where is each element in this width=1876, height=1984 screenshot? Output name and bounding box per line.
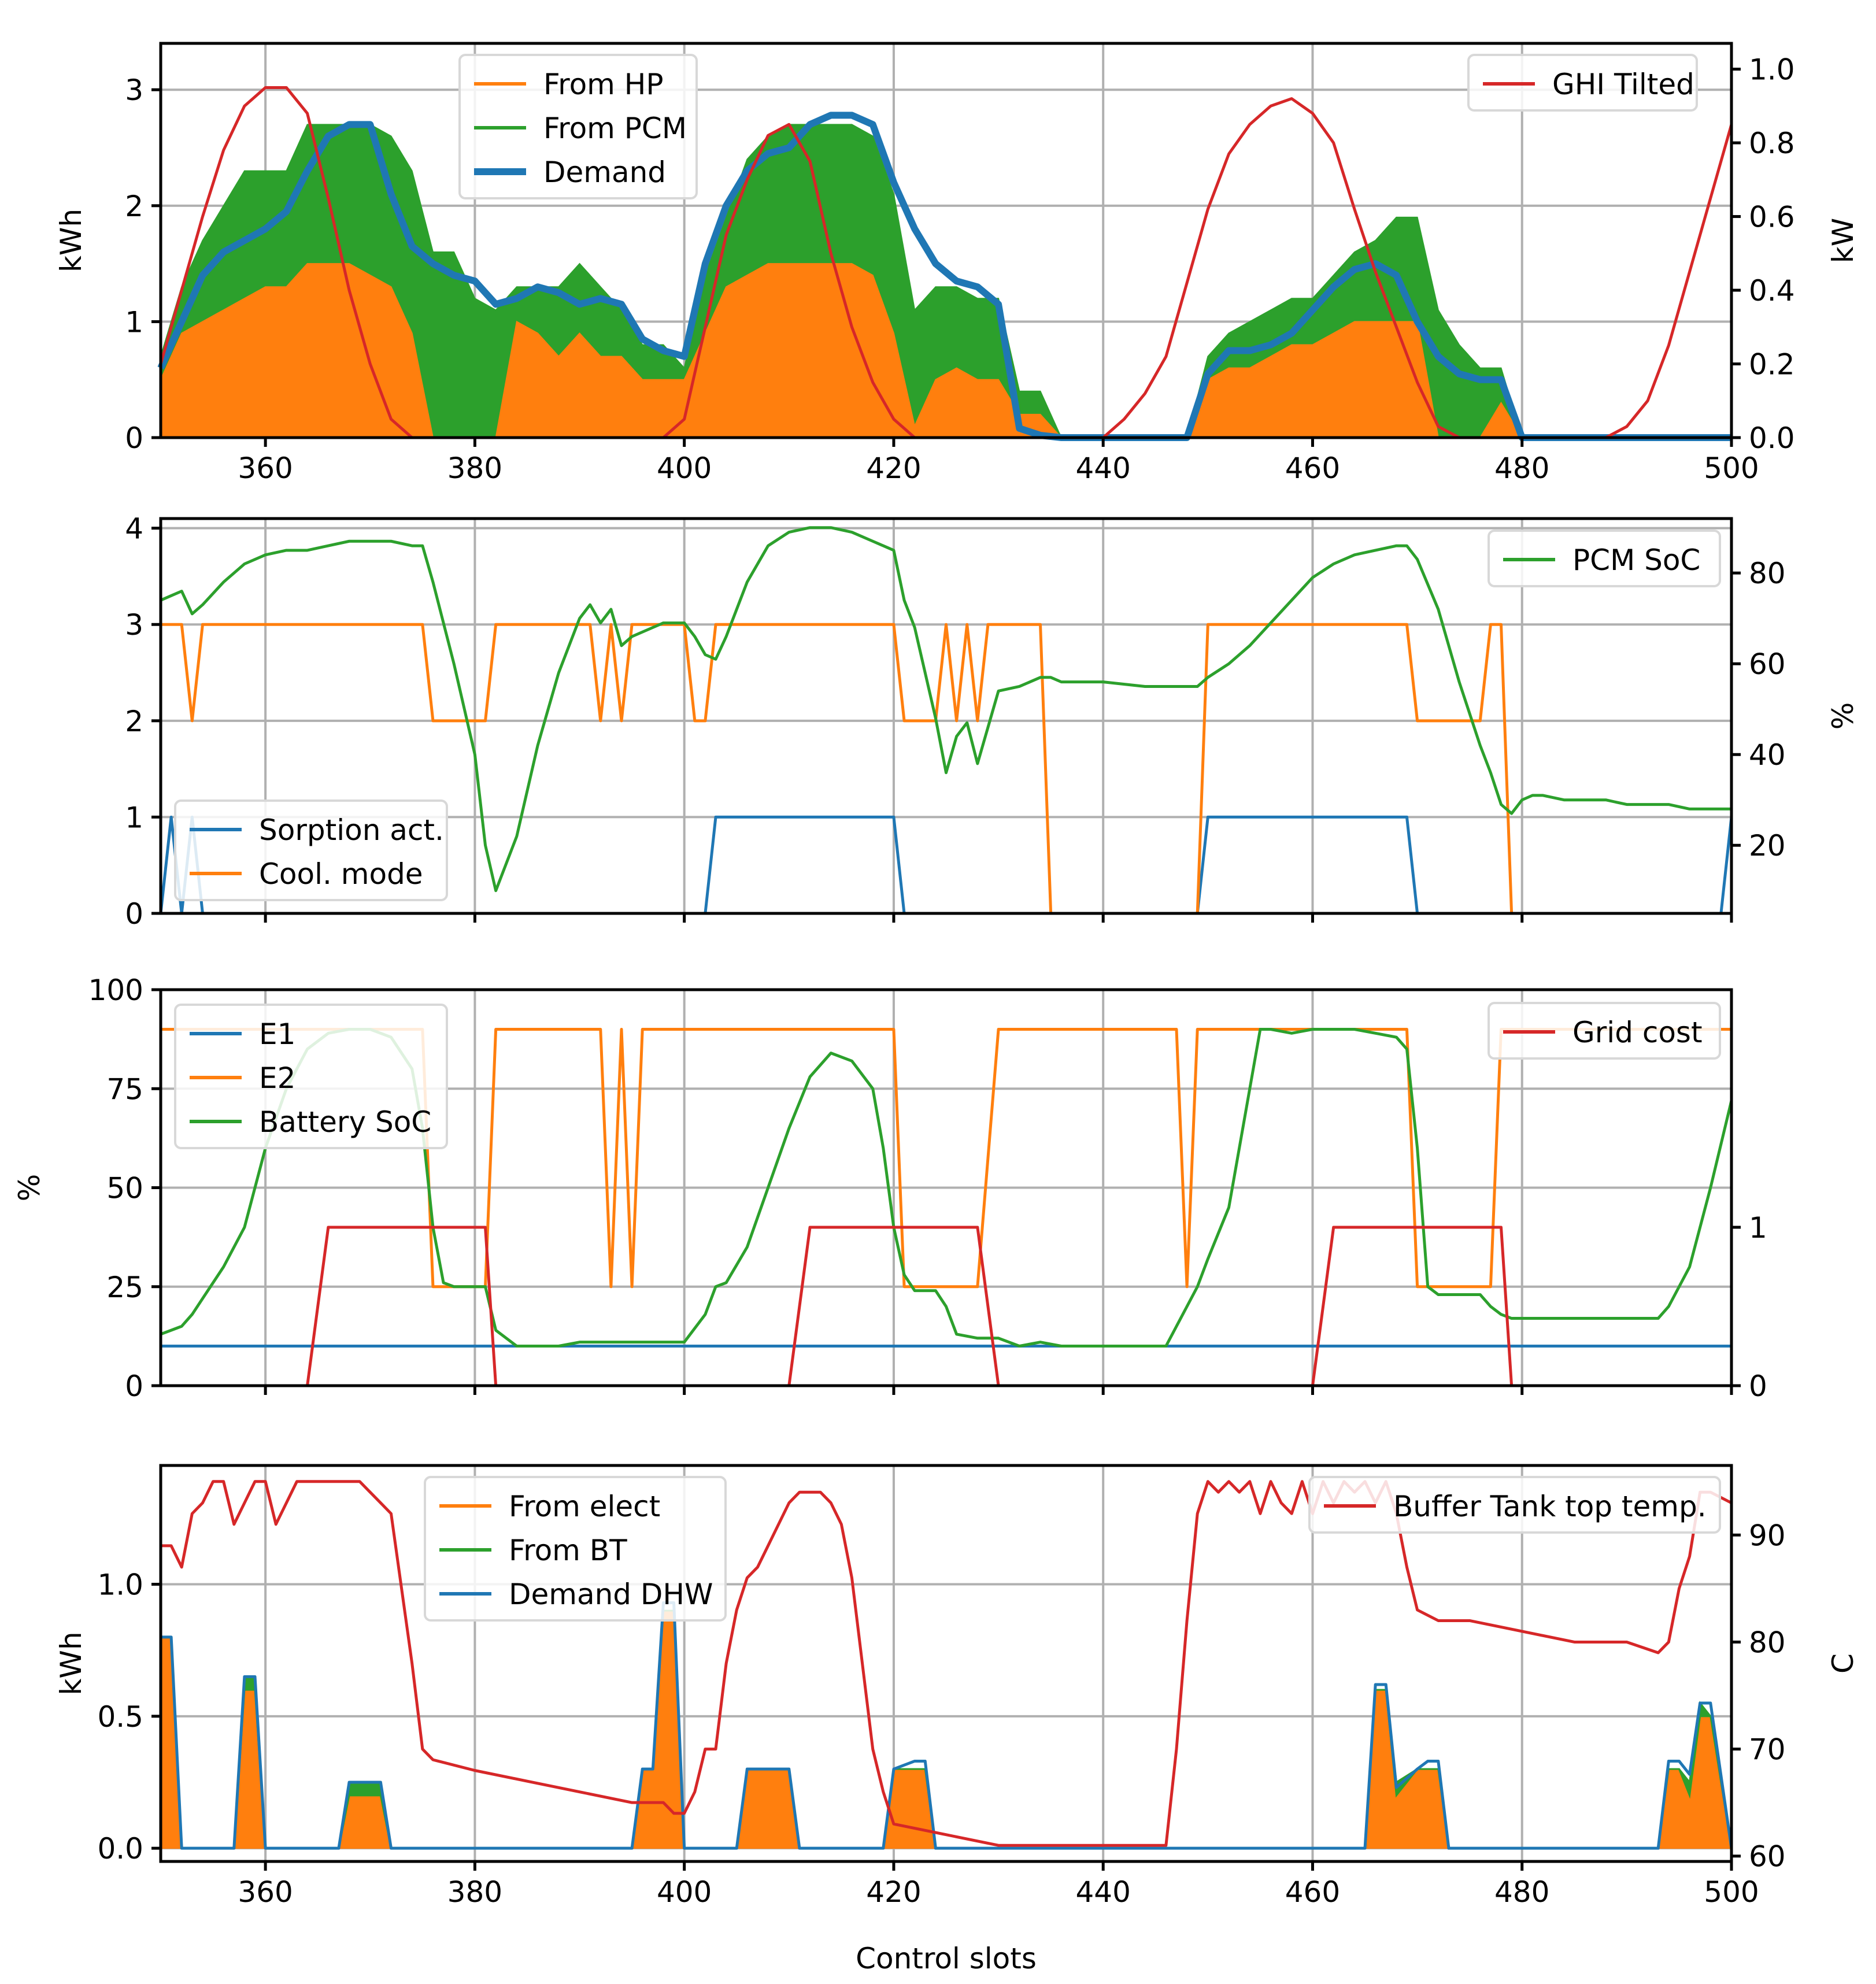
x-tick-label: 460 — [1285, 1875, 1340, 1909]
cool-mode-line — [161, 623, 1731, 915]
y-tick-label: 25 — [106, 1271, 143, 1304]
y-right-tick-label: 60 — [1749, 647, 1786, 681]
legend-label-from-bt: From BT — [509, 1534, 627, 1567]
y-tick-label: 1 — [125, 305, 143, 339]
y-tick-label: 2 — [125, 190, 143, 223]
legend-left-box — [174, 1004, 448, 1149]
y-tick-label: 4 — [125, 512, 143, 546]
from-bt-area — [161, 1609, 1733, 1849]
panel-second: 0 1 2 3 4 20 40 60 80% Sorption act. Cool. mode PCM… — [125, 512, 1860, 931]
x-tick-label: 360 — [238, 451, 293, 485]
y-axis-label: kWh — [54, 1631, 88, 1695]
plot-frame — [159, 517, 1733, 915]
legend-label-ghi-tilted: GHI Tilted — [1552, 68, 1694, 101]
legend-label-from-pcm: From PCM — [543, 112, 687, 145]
x-tick-label: 420 — [866, 1875, 921, 1909]
legend-right-box — [1467, 54, 1698, 112]
legend-label-cool-mode: Cool. mode — [259, 857, 423, 891]
x-tick-label: 440 — [1075, 1875, 1130, 1909]
legend-label-e1: E1 — [259, 1017, 295, 1051]
y-right-tick-label: 0.6 — [1749, 201, 1795, 234]
legend-label-demand: Demand — [543, 156, 666, 189]
y-right-tick-label: 0.8 — [1749, 127, 1795, 160]
y-tick-label: 100 — [88, 974, 143, 1007]
y-right-tick-label: 70 — [1749, 1733, 1786, 1767]
y-right-tick-label: 80 — [1749, 1626, 1786, 1659]
x-tick-label: 360 — [238, 1875, 293, 1909]
x-tick-label: 460 — [1285, 451, 1340, 485]
y-right-axis-label: % — [1826, 702, 1860, 730]
legend-right-box — [1488, 1002, 1721, 1060]
x-tick-label: 480 — [1494, 1875, 1549, 1909]
buffer-tank-top-temp-line — [161, 1480, 1733, 1847]
x-tick-label: 440 — [1075, 451, 1130, 485]
y-right-tick-label: 1.0 — [1749, 53, 1795, 87]
y-tick-label: 1.0 — [97, 1568, 143, 1602]
panel-third: 0 25 50 75 100 0 1% E1 E2 Battery SoC Grid cost — [13, 974, 1767, 1403]
y-tick-label: 75 — [106, 1072, 143, 1106]
x-tick-label: 500 — [1704, 451, 1759, 485]
legend-label-pcm-soc: PCM SoC — [1572, 543, 1700, 577]
y-tick-label: 2 — [125, 705, 143, 738]
x-tick-label: 380 — [447, 451, 502, 485]
legend-label-from-hp: From HP — [543, 68, 664, 101]
y-tick-label: 3 — [125, 73, 143, 107]
y-tick-label: 0.0 — [97, 1832, 143, 1865]
y-right-axis-label: kW — [1826, 218, 1860, 263]
y-tick-label: 0.5 — [97, 1700, 143, 1734]
x-axis-label: Control slots — [856, 1942, 1037, 1975]
from-elect-area — [160, 1610, 1733, 1849]
y-right-tick-label: 0.4 — [1749, 274, 1795, 308]
y-right-tick-label: 20 — [1749, 829, 1786, 863]
x-tick-label: 500 — [1704, 1875, 1759, 1909]
grid-cost-line — [161, 1226, 1731, 1387]
y-right-tick-label: 0 — [1749, 1369, 1767, 1403]
panel-bottom: 360 380 400 420 440 460 480 500 0.0 0.5 1.0 60 70 80 9… — [54, 1464, 1860, 1975]
legend-label-grid-cost: Grid cost — [1572, 1016, 1703, 1049]
y-right-tick-label: 0.0 — [1749, 421, 1795, 455]
legend-label-e2: E2 — [259, 1061, 295, 1095]
y-right-tick-label: 90 — [1749, 1519, 1786, 1552]
y-right-axis-label: C — [1826, 1653, 1860, 1674]
legend-left-box — [424, 1476, 727, 1622]
legend-label-sorption-act: Sorption act. — [259, 813, 444, 847]
y-axis-label: kWh — [54, 209, 88, 272]
pcm-soc-line — [160, 526, 1731, 893]
panel-top: 360 380 400 420 440 460 480 500 0 1 2 3 0.0 0.2 0.4 0.6… — [54, 42, 1860, 485]
demand-dhw-line — [161, 1601, 1733, 1850]
y-tick-label: 50 — [106, 1172, 143, 1205]
plot-frame — [159, 42, 1733, 439]
y-tick-label: 0 — [125, 897, 143, 931]
legend-label-battery-soc: Battery SoC — [259, 1105, 431, 1139]
y-tick-label: 3 — [125, 608, 143, 642]
x-tick-label: 400 — [657, 1875, 712, 1909]
legend-left-box — [174, 799, 448, 901]
legend-label-demand-dhw: Demand DHW — [509, 1578, 713, 1611]
x-tick-label: 400 — [657, 451, 712, 485]
x-tick-label: 480 — [1494, 451, 1549, 485]
y-right-tick-label: 60 — [1749, 1840, 1786, 1874]
legend-label-buffer-tank-top-temp: Buffer Tank top temp. — [1393, 1490, 1707, 1523]
x-tick-label: 380 — [447, 1875, 502, 1909]
y-right-tick-label: 0.2 — [1749, 348, 1795, 382]
from-hp-area — [160, 263, 1731, 438]
y-tick-label: 1 — [125, 801, 143, 834]
legend-left-box — [458, 54, 698, 199]
legend-right-box — [1488, 530, 1721, 587]
legend-right-box — [1308, 1476, 1721, 1534]
demand-line — [157, 112, 1731, 441]
y-right-tick-label: 40 — [1749, 738, 1786, 772]
y-right-tick-label: 1 — [1749, 1211, 1767, 1245]
y-tick-label: 0 — [125, 1369, 143, 1403]
y-tick-label: 0 — [125, 421, 143, 455]
plot-frame — [159, 1464, 1733, 1863]
y-axis-label: % — [13, 1174, 46, 1202]
legend-label-from-elect: From elect — [509, 1490, 660, 1523]
y-right-tick-label: 80 — [1749, 557, 1786, 590]
battery-soc-line — [160, 1028, 1733, 1348]
x-tick-label: 420 — [866, 451, 921, 485]
